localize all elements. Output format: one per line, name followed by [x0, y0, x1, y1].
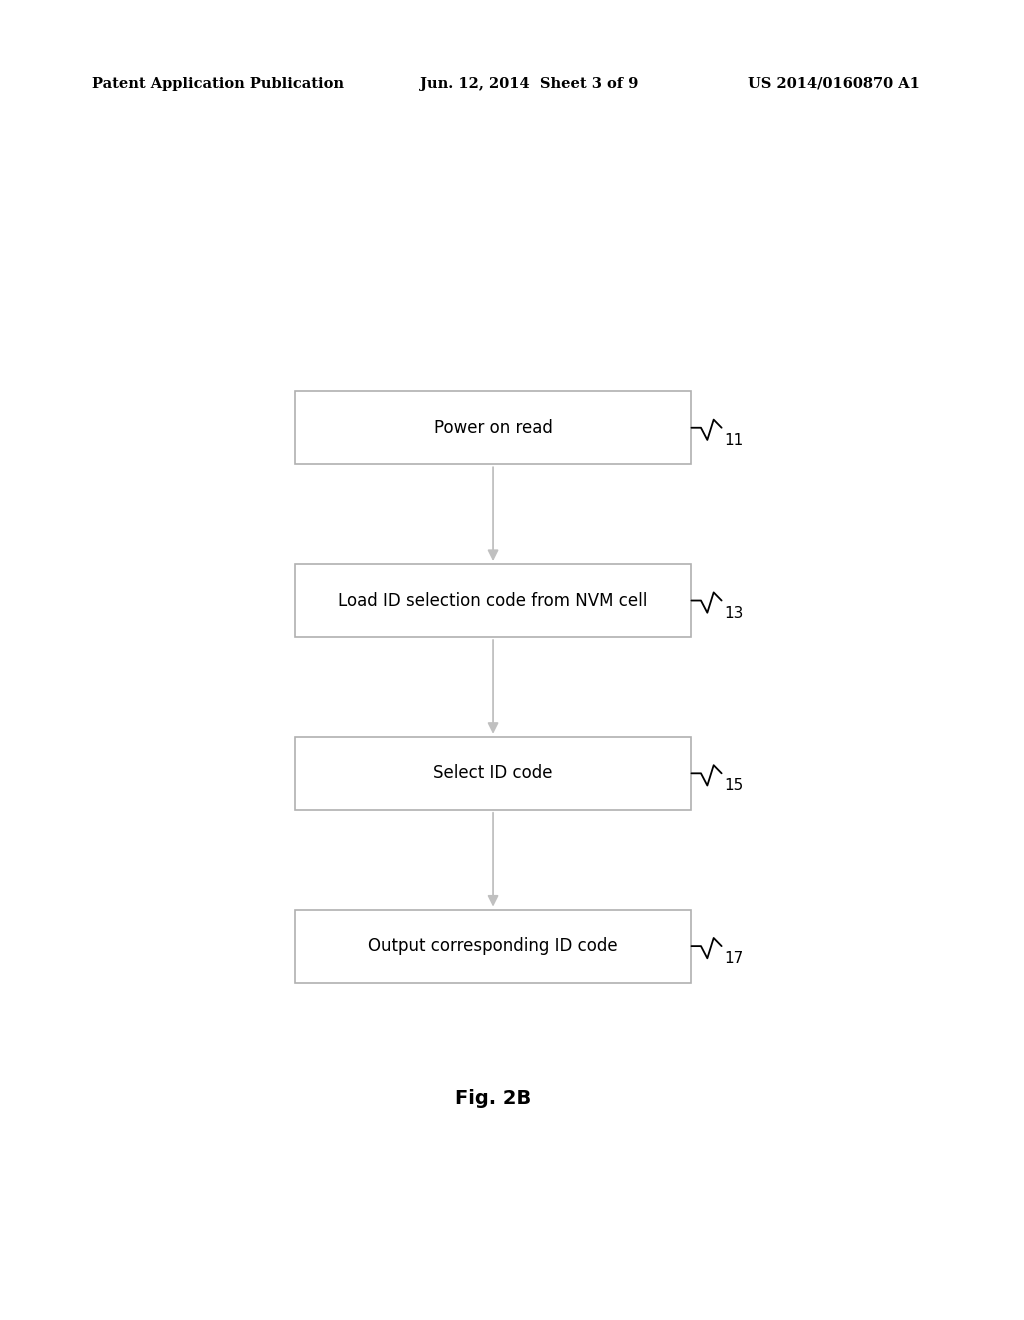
Bar — [295, 564, 691, 638]
Text: US 2014/0160870 A1: US 2014/0160870 A1 — [748, 77, 920, 91]
Text: Patent Application Publication: Patent Application Publication — [92, 77, 344, 91]
Text: Load ID selection code from NVM cell: Load ID selection code from NVM cell — [338, 591, 648, 610]
Text: Fig. 2B: Fig. 2B — [455, 1089, 531, 1107]
Text: Power on read: Power on read — [433, 418, 553, 437]
Text: 17: 17 — [725, 952, 744, 966]
Bar — [295, 737, 691, 810]
Text: Output corresponding ID code: Output corresponding ID code — [369, 937, 617, 956]
Text: 13: 13 — [725, 606, 744, 620]
Text: Jun. 12, 2014  Sheet 3 of 9: Jun. 12, 2014 Sheet 3 of 9 — [420, 77, 638, 91]
Text: 11: 11 — [725, 433, 744, 447]
Text: 15: 15 — [725, 779, 744, 793]
Text: Select ID code: Select ID code — [433, 764, 553, 783]
Bar — [295, 909, 691, 982]
Bar — [295, 391, 691, 465]
